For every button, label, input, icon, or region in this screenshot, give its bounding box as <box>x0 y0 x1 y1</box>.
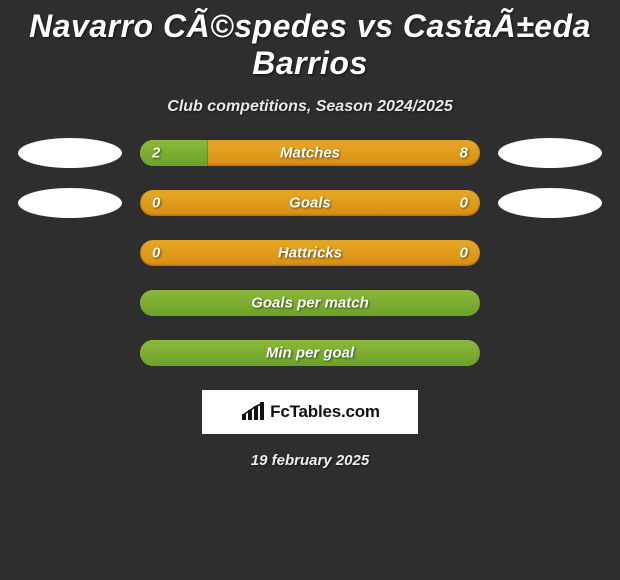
stat-value-right: 8 <box>460 145 468 162</box>
brand-badge: FcTables.com <box>202 390 418 434</box>
stat-bar-fill <box>140 140 208 166</box>
stat-row: 0 Goals 0 <box>0 188 620 218</box>
stat-row: Goals per match <box>0 288 620 318</box>
subtitle: Club competitions, Season 2024/2025 <box>0 98 620 116</box>
stat-row: 0 Hattricks 0 <box>0 238 620 268</box>
avatar-left <box>18 188 122 218</box>
stat-bar-fill <box>140 190 141 216</box>
stat-value-right: 0 <box>460 195 468 212</box>
stat-label: Goals per match <box>251 295 369 312</box>
stat-row: Min per goal <box>0 338 620 368</box>
date-text: 19 february 2025 <box>0 452 620 469</box>
brand-bars-icon <box>240 402 266 422</box>
stat-value-left: 0 <box>152 245 160 262</box>
stat-label: Hattricks <box>278 245 342 262</box>
stat-bar: 0 Hattricks 0 <box>140 240 480 266</box>
stat-bar-fill <box>140 240 141 266</box>
stat-value-right: 0 <box>460 245 468 262</box>
stat-bar: 0 Goals 0 <box>140 190 480 216</box>
stat-rows: 2 Matches 8 0 Goals 0 0 Hattricks 0 Goals per mat… <box>0 138 620 368</box>
stat-bar: Goals per match <box>140 290 480 316</box>
avatar-left <box>18 138 122 168</box>
avatar-right <box>498 188 602 218</box>
comparison-infographic: Navarro CÃ©spedes vs CastaÃ±eda Barrios … <box>0 0 620 469</box>
avatar-right <box>498 138 602 168</box>
stat-bar: 2 Matches 8 <box>140 140 480 166</box>
stat-label: Min per goal <box>266 345 354 362</box>
stat-value-left: 2 <box>152 145 160 162</box>
brand-text: FcTables.com <box>270 402 380 422</box>
stat-row: 2 Matches 8 <box>0 138 620 168</box>
stat-label: Goals <box>289 195 331 212</box>
stat-bar: Min per goal <box>140 340 480 366</box>
stat-label: Matches <box>280 145 340 162</box>
page-title: Navarro CÃ©spedes vs CastaÃ±eda Barrios <box>0 4 620 84</box>
stat-value-left: 0 <box>152 195 160 212</box>
